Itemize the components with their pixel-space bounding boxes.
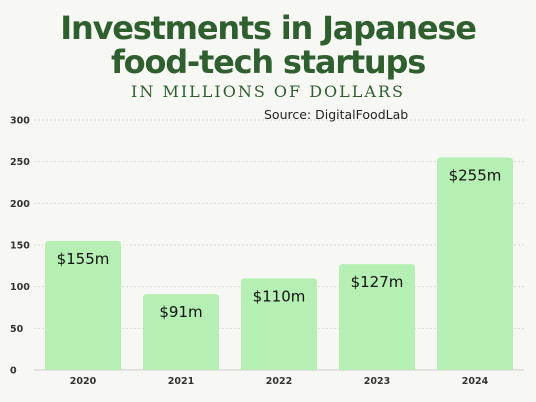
bar-value-label: $155m xyxy=(57,250,110,268)
x-tick-label: 2023 xyxy=(364,376,390,387)
x-tick-label: 2020 xyxy=(70,376,97,387)
y-tick-label: 200 xyxy=(10,199,30,210)
bar-value-label: $110m xyxy=(253,287,306,305)
y-tick-label: 0 xyxy=(10,366,17,377)
chart-title-line-2: food-tech startups xyxy=(110,43,426,81)
x-tick-label: 2021 xyxy=(168,376,194,387)
chart-title-line-1: Investments in Japanese xyxy=(60,9,477,47)
bar-2023 xyxy=(339,264,415,370)
x-tick-label: 2024 xyxy=(462,376,489,387)
chart-subtitle: IN MILLIONS OF DOLLARS xyxy=(131,82,405,101)
bar-2021 xyxy=(143,294,219,370)
y-tick-label: 250 xyxy=(10,157,30,168)
bar-2022 xyxy=(241,278,317,370)
y-tick-label: 300 xyxy=(10,116,30,127)
bars xyxy=(45,157,513,370)
labels: 0 50 100 150 200 250 300 $155m 2020 $91m 2021 $110m… xyxy=(10,116,501,388)
y-tick-label: 100 xyxy=(10,282,30,293)
y-tick-label: 50 xyxy=(10,324,24,335)
source-note: Source: DigitalFoodLab xyxy=(264,107,409,122)
bar-value-label: $127m xyxy=(351,273,404,291)
x-tick-label: 2022 xyxy=(266,376,292,387)
bar-2024 xyxy=(437,157,513,370)
bar-value-label: $255m xyxy=(449,167,502,185)
bar-2020 xyxy=(45,240,121,370)
bar-value-label: $91m xyxy=(159,303,202,321)
y-tick-label: 150 xyxy=(10,241,30,252)
